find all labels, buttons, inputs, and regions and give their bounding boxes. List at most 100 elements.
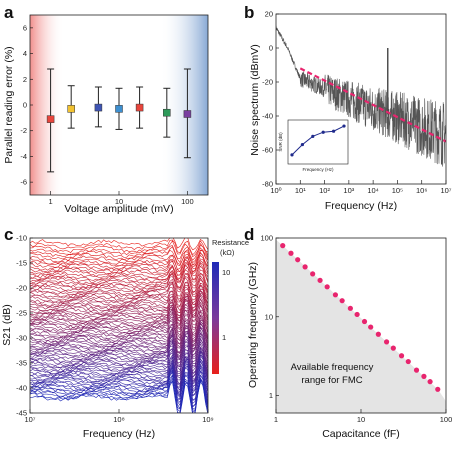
data-point-15 [390, 345, 396, 351]
xtick-label-2: 10⁹ [202, 415, 214, 424]
xtick-label-1: 10⁸ [113, 415, 125, 424]
ytick-label-0: 6 [23, 23, 27, 32]
data-point-21 [435, 386, 441, 392]
ytick-label-2: -20 [262, 78, 273, 87]
s21-trace-6 [30, 249, 208, 266]
s21-trace-76 [30, 360, 208, 393]
data-point-0 [46, 115, 55, 123]
ytick-label-2: 1 [269, 391, 273, 400]
ytick-label-4: -60 [262, 146, 273, 155]
colorbar-tick-10: 10 [222, 268, 230, 277]
panel-label-a: a [4, 3, 14, 22]
inset-xlabel: Frequency (Hz) [302, 167, 334, 172]
inset-line [291, 125, 345, 156]
colorbar [212, 262, 219, 374]
data-point-3 [302, 264, 308, 270]
s21-trace-27 [30, 290, 208, 312]
data-point-16 [398, 353, 405, 359]
s21-trace-1 [30, 239, 208, 256]
data-point-14 [383, 339, 390, 345]
s21-trace-4 [30, 246, 208, 264]
ytick-label-7: -45 [16, 409, 27, 418]
colorbar-tick-1: 1 [222, 333, 226, 342]
s21-trace-58 [30, 335, 208, 366]
data-point-4 [135, 103, 144, 112]
xtick-label-1: 10 [357, 415, 365, 424]
panel-b: 20 0 -20 -40 -60 -80 10⁰ 10¹ 10² 10³ 10⁴ 10⁵ 10⁶ 10⁷… [249, 10, 452, 213]
panel-a-blue-shade [160, 15, 208, 195]
data-point-17 [405, 358, 411, 365]
s21-trace-22 [30, 281, 208, 301]
ytick-label-2: 2 [23, 75, 27, 84]
s21-trace-61 [30, 339, 208, 371]
data-point-1 [288, 250, 294, 256]
s21-trace-49 [30, 323, 208, 349]
s21-trace-66 [30, 348, 208, 378]
data-point-0 [280, 243, 286, 249]
data-point-18 [413, 367, 420, 373]
s21-trace-35 [30, 300, 208, 325]
panel-a: 6 4 2 0 -2 -4 -6 1 10 100 Voltage amplitude (mV)… [3, 14, 209, 215]
s21-trace-21 [30, 278, 208, 298]
s21-trace-5 [30, 249, 208, 266]
panel-label-d: d [244, 225, 254, 244]
s21-trace-63 [30, 342, 208, 374]
xtick-label-2: 100 [181, 197, 194, 206]
xtick-label-0: 1 [49, 197, 53, 206]
s21-trace-55 [30, 332, 208, 359]
s21-trace-87 [30, 377, 208, 413]
panel-b-xlabel: Frequency (Hz) [325, 200, 397, 212]
s21-trace-75 [30, 360, 208, 393]
s21-trace-36 [30, 303, 208, 327]
ytick-label-3: -25 [16, 309, 27, 318]
data-point-5 [317, 277, 323, 283]
ytick-label-3: 0 [23, 101, 27, 110]
data-point-12 [368, 324, 374, 330]
inset-point-5 [342, 124, 346, 128]
s21-trace-18 [30, 273, 208, 294]
ytick-label-1: 0 [269, 44, 273, 53]
s21-trace-81 [30, 369, 208, 405]
ytick-label-0: 100 [260, 234, 273, 243]
ytick-label-5: -80 [262, 180, 273, 189]
s21-trace-45 [30, 318, 208, 342]
s21-trace-47 [30, 320, 208, 346]
s21-trace-71 [30, 354, 208, 386]
xtick-label-2: 100 [440, 415, 453, 424]
panel-c-xlabel: Frequency (Hz) [83, 428, 155, 440]
panel-label-b: b [244, 3, 254, 22]
data-point-6 [183, 110, 192, 118]
inset-frame [287, 119, 349, 165]
available-region [276, 239, 446, 413]
panel-label-c: c [4, 225, 13, 244]
s21-trace-46 [30, 320, 208, 345]
data-point-7 [332, 292, 339, 298]
ytick-label-0: -10 [16, 234, 27, 243]
inset-point-2 [311, 134, 315, 138]
s21-trace-29 [30, 289, 208, 314]
panel-b-inset: SNR (dB) Frequency (Hz) [278, 119, 349, 172]
s21-trace-82 [30, 369, 208, 406]
data-point-5 [163, 108, 171, 117]
s21-trace-50 [30, 322, 208, 353]
xtick-label-5: 10⁵ [392, 186, 403, 195]
data-point-11 [361, 318, 368, 325]
inset-point-4 [332, 129, 336, 133]
s21-trace-2 [30, 240, 208, 258]
ytick-label-1: -15 [16, 259, 27, 268]
s21-trace-15 [30, 266, 208, 288]
xtick-label-3: 10³ [343, 186, 354, 195]
data-point-6 [324, 284, 330, 290]
xtick-label-0: 10⁷ [24, 415, 35, 424]
s21-trace-14 [30, 265, 208, 284]
s21-trace-25 [30, 287, 208, 307]
s21-trace-83 [30, 371, 208, 408]
s21-trace-3 [30, 244, 208, 261]
s21-trace-52 [30, 325, 208, 353]
colorbar-unit: (kΩ) [220, 248, 235, 257]
panel-d-xlabel: Capacitance (fF) [322, 428, 400, 440]
ytick-label-4: -2 [20, 126, 27, 135]
s21-trace-74 [30, 357, 208, 391]
panel-a-red-shade [30, 15, 64, 195]
s21-trace-34 [30, 298, 208, 322]
